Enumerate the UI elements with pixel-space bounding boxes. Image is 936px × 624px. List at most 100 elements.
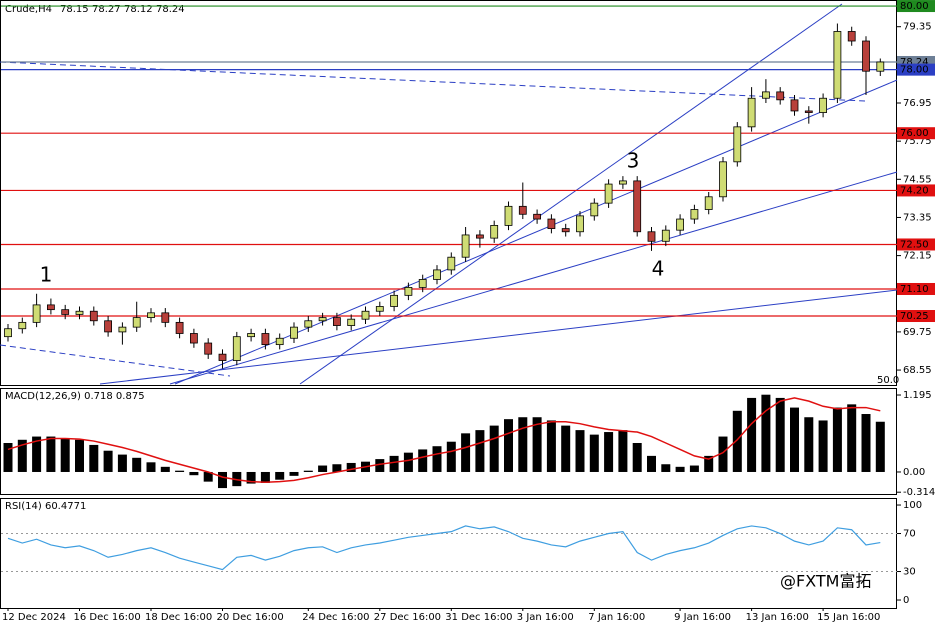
- x-tick-label: 18 Dec 16:00: [145, 612, 212, 623]
- macd-bar: [89, 444, 99, 472]
- macd-bar: [747, 397, 757, 472]
- macd-bar: [375, 459, 385, 472]
- macd-bar: [847, 404, 857, 472]
- y-tick-label: 73.35: [903, 212, 932, 223]
- macd-bar: [604, 432, 614, 472]
- candle-body: [18, 321, 27, 330]
- candle-body: [361, 310, 370, 320]
- macd-bar: [160, 466, 170, 472]
- candle-body: [89, 310, 98, 322]
- candle-body: [218, 353, 227, 361]
- macd-bar: [189, 471, 199, 476]
- quote-value: 78.15: [60, 4, 89, 15]
- macd-panel: [0, 388, 897, 495]
- macd-title: MACD(12,26,9) 0.718 0.875: [5, 391, 145, 402]
- candle-body: [175, 321, 184, 334]
- candle-body: [676, 218, 684, 231]
- candle-body: [447, 256, 456, 271]
- macd-bar: [518, 417, 528, 472]
- macd-bar: [661, 464, 671, 472]
- macd-bar: [461, 433, 471, 472]
- candle-body: [75, 310, 84, 315]
- x-tick-label: 13 Jan 16:00: [746, 612, 809, 623]
- rsi-title: RSI(14) 60.4771: [5, 501, 86, 512]
- y-tick-label: 75.75: [903, 136, 932, 147]
- candle-body: [118, 326, 127, 333]
- y-tick-label: 79.35: [903, 22, 932, 33]
- level-tag: [897, 0, 935, 13]
- macd-bar: [575, 430, 585, 472]
- candle-body: [762, 91, 770, 99]
- macd-bar: [17, 439, 27, 472]
- macd-bar: [790, 407, 799, 472]
- macd-bar: [303, 470, 313, 472]
- candle-body: [719, 161, 727, 198]
- macd-bar: [175, 470, 185, 472]
- macd-bar: [818, 420, 828, 472]
- candle-body: [132, 317, 141, 328]
- candle-body: [332, 317, 341, 326]
- candle-body: [561, 228, 570, 233]
- main-panel: [0, 0, 897, 386]
- candle-body: [232, 336, 241, 361]
- candle-body: [475, 234, 484, 239]
- macd-bar: [718, 436, 728, 472]
- candle-body: [576, 215, 584, 233]
- candle-body: [790, 99, 799, 112]
- x-tick-label: 12 Dec 2024: [2, 612, 66, 623]
- candle-body: [547, 218, 556, 229]
- candle-body: [747, 97, 756, 128]
- candle-body: [189, 333, 198, 344]
- candle-body: [161, 312, 170, 323]
- x-tick-label: 24 Dec 16:00: [302, 612, 369, 623]
- x-tick-label: 7 Jan 16:00: [588, 612, 645, 623]
- level-label: 74.20: [900, 185, 929, 196]
- macd-bar: [389, 455, 399, 472]
- y-tick-label: 68.55: [903, 365, 932, 376]
- macd-bar: [46, 436, 56, 472]
- candle-body: [590, 202, 599, 217]
- macd-bar: [475, 430, 485, 472]
- macd-bar: [647, 455, 656, 472]
- macd-bar: [875, 421, 885, 472]
- candle-body: [4, 328, 12, 338]
- trendline: [169, 171, 898, 385]
- candle-body: [390, 294, 399, 307]
- macd-bar: [832, 407, 842, 472]
- candle-body: [461, 234, 470, 258]
- macd-bar: [318, 465, 328, 472]
- candle-body: [261, 333, 270, 346]
- x-tick-label: 16 Dec 16:00: [74, 612, 141, 623]
- y-tick-label: -0.314: [903, 487, 935, 498]
- y-tick-label: 76.95: [903, 98, 932, 109]
- candle-body: [275, 337, 284, 346]
- trendline: [0, 344, 231, 377]
- macd-bar: [489, 425, 499, 472]
- corner-label: 50.0: [877, 375, 899, 386]
- candle-body: [876, 61, 885, 72]
- level-label: 76.00: [900, 128, 929, 139]
- x-tick-label: 3 Jan 16:00: [517, 612, 574, 623]
- macd-bar: [632, 442, 642, 472]
- candle-body: [847, 31, 856, 42]
- macd-bar: [289, 471, 299, 476]
- trendline: [299, 3, 843, 385]
- candle-body: [776, 91, 785, 101]
- macd-bar: [3, 442, 13, 472]
- quote-value: 78.24: [156, 4, 185, 15]
- candle-body: [533, 213, 541, 220]
- macd-bar: [332, 464, 342, 472]
- macd-bar: [689, 465, 699, 472]
- candle-body: [61, 309, 70, 315]
- level-tag: [897, 55, 935, 68]
- candle-body: [704, 196, 713, 210]
- macd-bar: [618, 430, 628, 472]
- macd-bar: [103, 450, 113, 472]
- level-label: 78.24: [900, 57, 929, 68]
- candle-body: [47, 304, 55, 311]
- candle-body: [604, 183, 613, 204]
- y-tick-label: 74.55: [903, 174, 932, 185]
- macd-bar: [432, 446, 442, 472]
- macd-bar: [446, 441, 456, 472]
- y-tick-label: 1.195: [903, 390, 932, 401]
